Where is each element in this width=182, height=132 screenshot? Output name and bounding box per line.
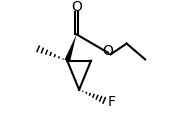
Text: O: O (71, 0, 82, 14)
Text: F: F (108, 95, 116, 109)
Text: O: O (103, 44, 114, 58)
Polygon shape (64, 34, 76, 62)
